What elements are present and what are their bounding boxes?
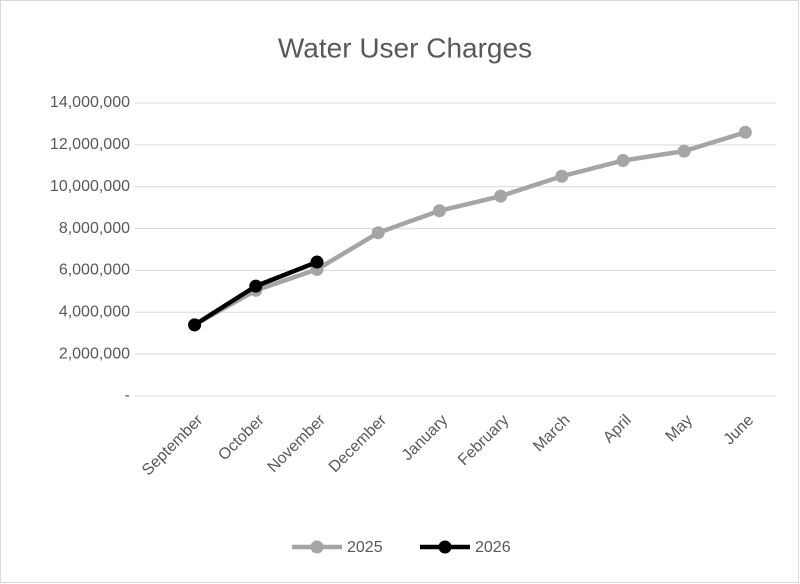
y-tick-label: 12,000,000 bbox=[50, 136, 130, 153]
data-point bbox=[371, 226, 385, 240]
data-point bbox=[555, 169, 569, 183]
data-point bbox=[677, 144, 691, 158]
y-tick-label: 10,000,000 bbox=[50, 178, 130, 195]
chart-title: Water User Charges bbox=[278, 32, 532, 63]
legend-label: 2025 bbox=[347, 539, 383, 556]
y-tick-label: 2,000,000 bbox=[59, 345, 130, 362]
data-point bbox=[310, 255, 324, 269]
y-tick-label: 6,000,000 bbox=[59, 262, 130, 279]
data-point bbox=[249, 279, 263, 293]
data-point bbox=[188, 318, 202, 332]
data-point bbox=[738, 125, 752, 139]
data-point bbox=[616, 154, 630, 168]
legend-marker bbox=[438, 540, 452, 554]
y-tick-label: 14,000,000 bbox=[50, 94, 130, 111]
y-tick-label: - bbox=[125, 387, 130, 404]
data-point bbox=[432, 204, 446, 218]
legend-marker bbox=[310, 540, 324, 554]
y-tick-label: 8,000,000 bbox=[59, 220, 130, 237]
data-point bbox=[494, 189, 508, 203]
series-line bbox=[193, 130, 747, 327]
y-tick-label: 4,000,000 bbox=[59, 304, 130, 321]
legend-label: 2026 bbox=[475, 539, 511, 556]
